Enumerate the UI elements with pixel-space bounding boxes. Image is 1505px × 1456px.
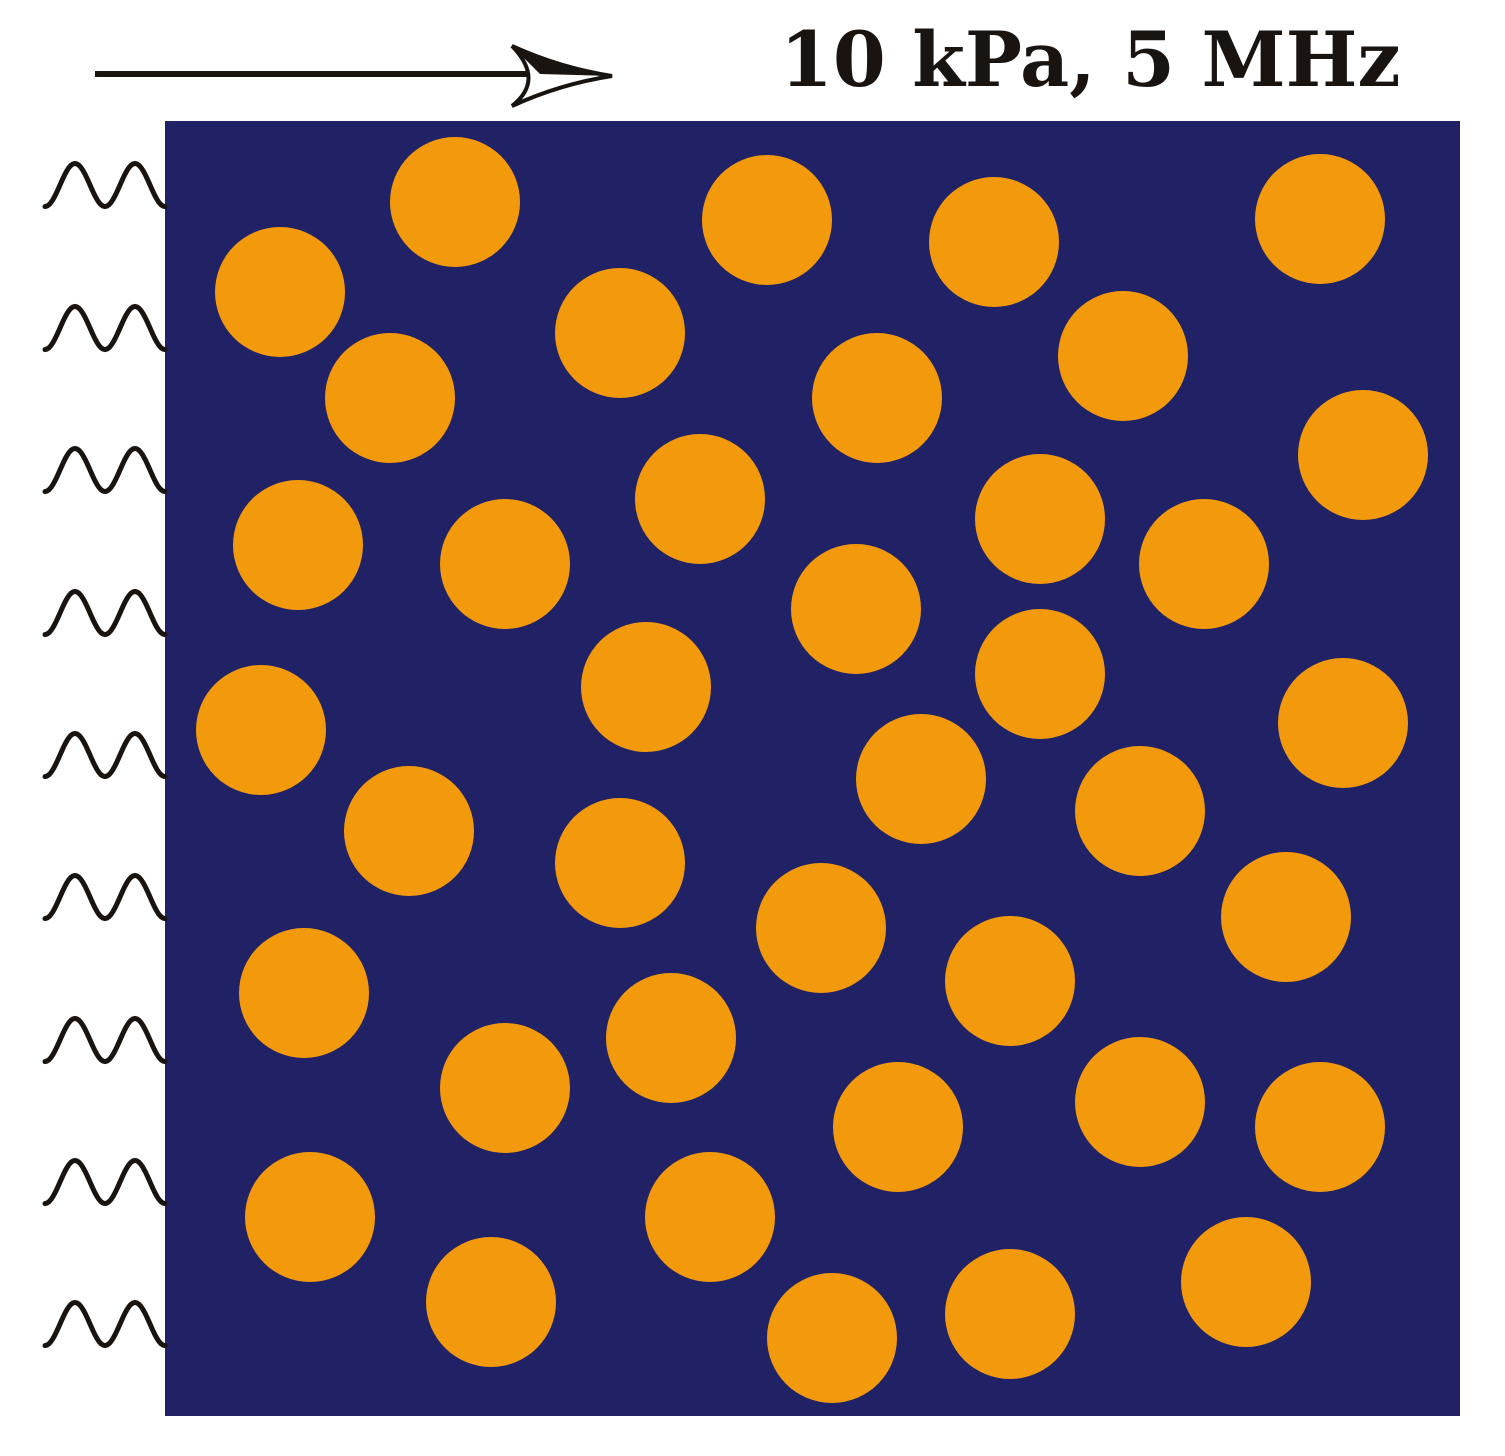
particle — [1139, 499, 1269, 629]
particle — [245, 1152, 375, 1282]
particle — [325, 333, 455, 463]
particle — [856, 714, 986, 844]
particle — [1221, 852, 1351, 982]
particle — [635, 434, 765, 564]
particle-group — [196, 137, 1428, 1403]
particle — [1278, 658, 1408, 788]
particle — [945, 1249, 1075, 1379]
particle — [215, 227, 345, 357]
particle — [756, 863, 886, 993]
particle — [929, 177, 1059, 307]
particle — [645, 1152, 775, 1282]
particle — [1298, 390, 1428, 520]
particle — [239, 928, 369, 1058]
particle — [606, 973, 736, 1103]
particle — [975, 609, 1105, 739]
particle — [975, 454, 1105, 584]
incident-wave-icon — [42, 1015, 168, 1065]
particle — [767, 1273, 897, 1403]
incident-wave-icon — [42, 730, 168, 780]
particle — [440, 499, 570, 629]
incident-wave-icon — [42, 445, 168, 495]
particle — [555, 268, 685, 398]
particle — [812, 333, 942, 463]
particle — [233, 480, 363, 610]
particle — [1075, 1037, 1205, 1167]
incident-wave-icon — [42, 588, 168, 638]
particle — [1255, 1062, 1385, 1192]
incident-wave-group — [42, 160, 168, 1349]
particle — [1075, 746, 1205, 876]
particle — [945, 916, 1075, 1046]
particle — [581, 622, 711, 752]
particle — [555, 798, 685, 928]
particle — [440, 1023, 570, 1153]
propagation-arrow-icon — [95, 44, 613, 108]
incident-wave-icon — [42, 1299, 168, 1349]
particle — [702, 155, 832, 285]
particle — [196, 665, 326, 795]
particle — [1058, 291, 1188, 421]
particle — [1255, 154, 1385, 284]
incident-wave-icon — [42, 303, 168, 353]
incident-wave-icon — [42, 872, 168, 922]
caption: 10 kPa, 5 MHz — [780, 15, 1401, 104]
particle — [426, 1237, 556, 1367]
particle — [390, 137, 520, 267]
particle — [791, 544, 921, 674]
particle — [833, 1062, 963, 1192]
particle — [344, 766, 474, 896]
incident-wave-icon — [42, 1157, 168, 1207]
particle — [1181, 1217, 1311, 1347]
incident-wave-icon — [42, 160, 168, 210]
